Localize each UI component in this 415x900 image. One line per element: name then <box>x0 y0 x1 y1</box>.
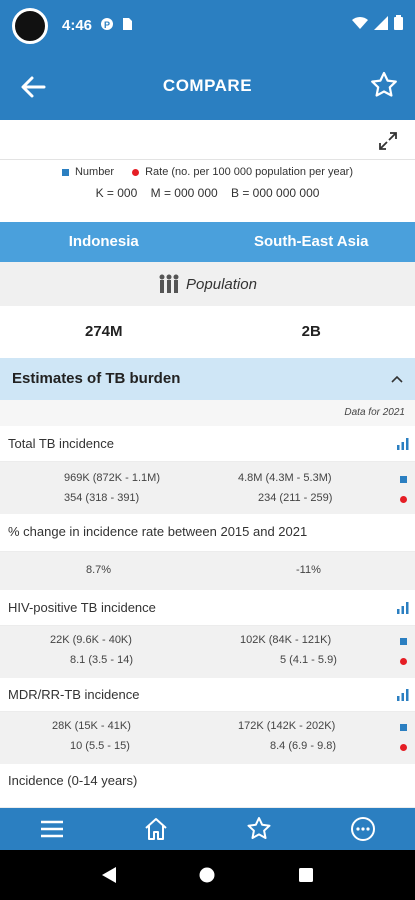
status-time: 4:46 <box>62 17 93 34</box>
hiv-right-rate: 5 (4.1 - 5.9) <box>280 654 337 666</box>
expand-row <box>0 120 415 160</box>
row-change-title: % change in incidence rate between 2015 … <box>0 514 415 552</box>
app-bar: COMPARE <box>0 52 415 120</box>
row-child-title: Incidence (0-14 years) <box>0 764 415 808</box>
row-total-title: Total TB incidence <box>0 426 415 462</box>
bar-chart-icon[interactable] <box>397 438 409 450</box>
change-label: % change in incidence rate between 2015 … <box>8 524 308 539</box>
hiv-left-number: 22K (9.6K - 40K) <box>50 634 132 646</box>
row-mdr-values: 28K (15K - 41K) 10 (5.5 - 15) 172K (142K… <box>0 712 415 764</box>
sim-card-icon <box>123 18 132 30</box>
number-square-icon <box>400 476 407 483</box>
home-icon[interactable] <box>143 816 169 842</box>
population-left: 274M <box>84 323 123 340</box>
row-mdr-title: MDR/RR-TB incidence <box>0 678 415 712</box>
mdr-left-number: 28K (15K - 41K) <box>52 720 131 732</box>
system-back-icon[interactable] <box>101 866 117 884</box>
mdr-left-rate: 10 (5.5 - 15) <box>70 740 130 752</box>
mdr-incidence-label: MDR/RR-TB incidence <box>8 687 140 702</box>
number-square-icon <box>400 638 407 645</box>
population-header: Population <box>0 262 415 306</box>
rate-dot-icon <box>400 658 407 665</box>
change-right: -11% <box>296 564 321 576</box>
menu-icon[interactable] <box>39 816 65 842</box>
row-total-values: 969K (872K - 1.1M) 354 (318 - 391) 4.8M … <box>0 462 415 514</box>
status-bar: 4:46 P <box>0 0 415 52</box>
favorites-star-icon[interactable] <box>246 816 272 842</box>
legend-rate: Rate (no. per 100 000 population per yea… <box>145 166 354 178</box>
total-left-rate: 354 (318 - 391) <box>64 492 140 504</box>
expand-icon[interactable] <box>377 130 399 152</box>
rate-dot-icon <box>132 168 140 176</box>
population-label: Population <box>186 275 257 293</box>
hiv-left-rate: 8.1 (3.5 - 14) <box>70 654 133 666</box>
system-nav <box>0 850 415 900</box>
rate-dot-icon <box>400 496 407 503</box>
hiv-incidence-label: HIV-positive TB incidence <box>8 600 156 615</box>
bar-chart-icon[interactable] <box>397 602 409 614</box>
population-right: 2B <box>301 323 321 340</box>
section-title: Estimates of TB burden <box>12 370 181 387</box>
status-icons <box>352 15 403 30</box>
bottom-nav <box>0 808 415 850</box>
page-title: COMPARE <box>162 76 253 95</box>
total-incidence-label: Total TB incidence <box>8 436 114 451</box>
data-year: Data for 2021 <box>0 400 415 426</box>
rate-dot-icon <box>400 744 407 751</box>
wifi-icon <box>352 16 368 29</box>
chevron-up-icon[interactable] <box>391 374 403 384</box>
total-right-number: 4.8M (4.3M - 5.3M) <box>238 472 332 484</box>
legend-number: Number <box>74 166 115 178</box>
mdr-right-rate: 8.4 (6.9 - 9.8) <box>270 740 337 752</box>
bar-chart-icon[interactable] <box>397 689 409 701</box>
row-hiv-title: HIV-positive TB incidence <box>0 590 415 626</box>
total-right-rate: 234 (211 - 259) <box>258 492 333 504</box>
row-hiv-values: 22K (9.6K - 40K) 8.1 (3.5 - 14) 102K (84… <box>0 626 415 678</box>
system-recents-icon[interactable] <box>298 867 314 883</box>
population-values: 274M 2B <box>0 306 415 358</box>
total-left-number: 969K (872K - 1.1M) <box>64 472 160 484</box>
change-left: 8.7% <box>86 564 112 576</box>
svg-text:P: P <box>104 20 110 30</box>
system-home-icon[interactable] <box>199 867 215 883</box>
back-arrow-icon[interactable] <box>18 72 48 102</box>
country-right: South-East Asia <box>254 233 369 250</box>
child-incidence-label: Incidence (0-14 years) <box>8 773 138 788</box>
number-square-icon <box>61 168 69 176</box>
legend: Number Rate (no. per 100 000 population … <box>0 166 415 200</box>
legend-units: K = 000 M = 000 000 B = 000 000 000 <box>95 186 320 200</box>
hiv-right-number: 102K (84K - 121K) <box>240 634 332 646</box>
countries-header: Indonesia South-East Asia <box>0 222 415 262</box>
signal-icon <box>374 15 388 30</box>
row-change-values: 8.7% -11% <box>0 552 415 590</box>
star-icon[interactable] <box>369 70 399 100</box>
population-icon <box>159 274 179 293</box>
app-notification-icon: P <box>101 18 113 30</box>
country-left: Indonesia <box>68 233 139 250</box>
camera-cutout <box>12 8 48 44</box>
mdr-right-number: 172K (142K - 202K) <box>238 720 336 732</box>
number-square-icon <box>400 724 407 731</box>
section-tb-burden[interactable]: Estimates of TB burden <box>0 358 415 400</box>
battery-icon <box>394 15 403 30</box>
more-icon[interactable] <box>350 816 376 842</box>
